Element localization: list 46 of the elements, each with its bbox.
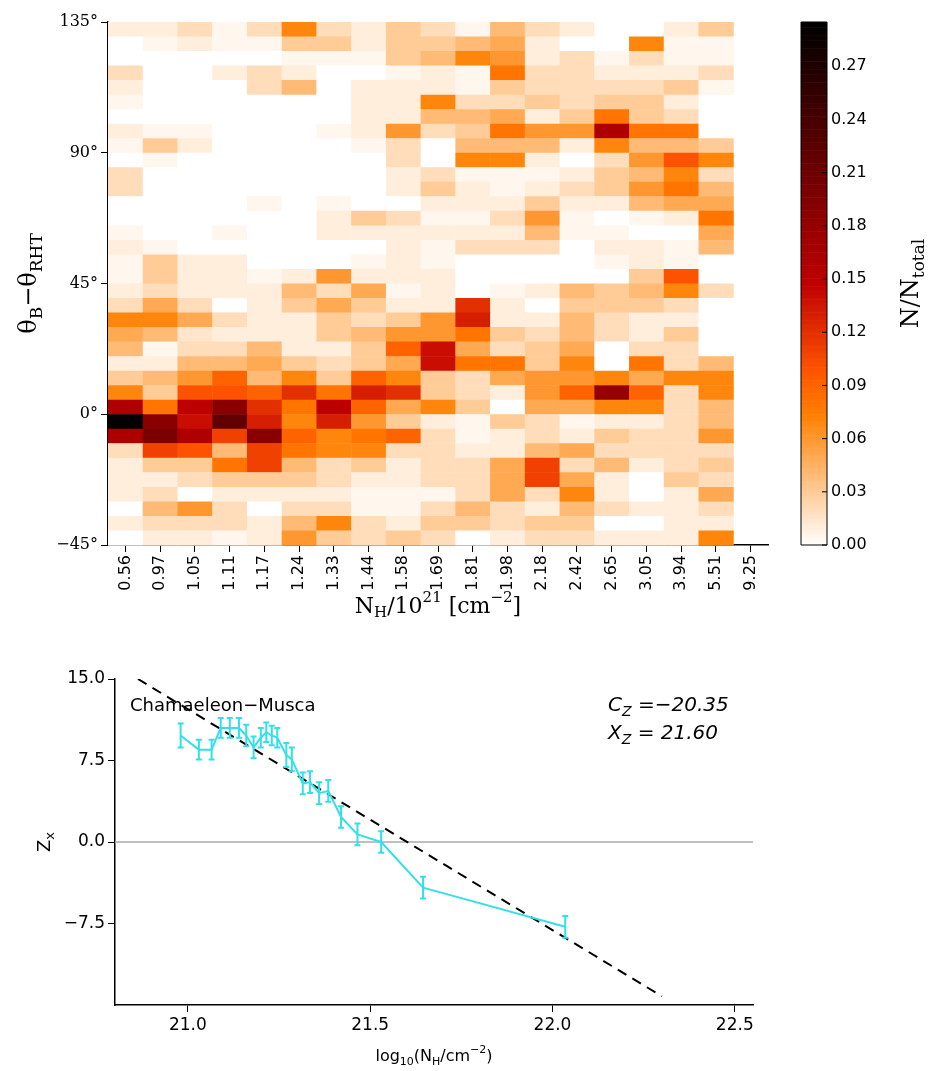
y-tick-label: 15.0 <box>67 667 105 688</box>
x-tick-label: 1.58 <box>392 555 412 591</box>
x-tick-label: 0.97 <box>149 555 169 591</box>
x-tick-label: 22.0 <box>533 1013 572 1034</box>
color-bar-label: 0.27 <box>831 55 867 75</box>
x-tick-label: 1.17 <box>253 555 273 591</box>
color-bar-label: 0.00 <box>831 534 867 554</box>
y-tick-label: 45° <box>69 272 98 292</box>
y-tick-label: −7.5 <box>63 911 105 932</box>
x-tick-label: 21.5 <box>351 1013 390 1034</box>
color-bar-title: N/Ntotal <box>896 238 928 329</box>
annotation: Chamaeleon−Musca <box>130 693 316 715</box>
x-tick-label: 22.5 <box>715 1013 754 1034</box>
y-tick-label: 135° <box>59 11 98 31</box>
color-bar-label: 0.03 <box>831 480 867 500</box>
y-tick-label: 0° <box>79 403 98 423</box>
x-tick-label: 1.98 <box>496 555 516 591</box>
x-tick-label: 2.65 <box>600 555 620 591</box>
y-tick-label: −45° <box>56 534 98 554</box>
x-tick-label: 1.69 <box>427 555 447 591</box>
color-bar-label: 0.06 <box>831 427 867 447</box>
x-tick-label: 1.24 <box>288 555 308 591</box>
x-tick-label: 1.33 <box>322 555 342 591</box>
x-tick-label: 3.94 <box>670 555 690 591</box>
y-tick-label: 7.5 <box>77 748 105 769</box>
y-axis-title: θB−θRHT <box>14 232 46 334</box>
color-bar-label: 0.15 <box>831 268 867 288</box>
color-bar-label: 0.12 <box>831 321 867 341</box>
x-tick-label: 9.25 <box>739 555 759 591</box>
x-tick-label: 2.42 <box>566 555 586 591</box>
x-tick-label: 0.56 <box>114 555 134 591</box>
y-tick-label: 0.0 <box>77 830 105 851</box>
y-axis-title: Zx <box>32 831 57 853</box>
x-tick-label: 1.81 <box>461 555 481 591</box>
x-tick-label: 1.11 <box>218 555 238 591</box>
x-tick-label: 1.05 <box>184 555 203 591</box>
y-tick-label: 90° <box>69 141 98 161</box>
x-tick-label: 5.51 <box>705 555 725 591</box>
color-bar-label: 0.24 <box>831 108 867 128</box>
x-tick-label: 3.05 <box>635 555 655 591</box>
color-bar-label: 0.09 <box>831 374 867 394</box>
color-bar-label: 0.18 <box>831 215 867 235</box>
x-tick-label: 1.44 <box>357 555 377 591</box>
color-bar-label: 0.21 <box>831 161 867 181</box>
x-tick-label: 21.0 <box>168 1013 207 1034</box>
x-tick-label: 2.18 <box>531 555 551 591</box>
